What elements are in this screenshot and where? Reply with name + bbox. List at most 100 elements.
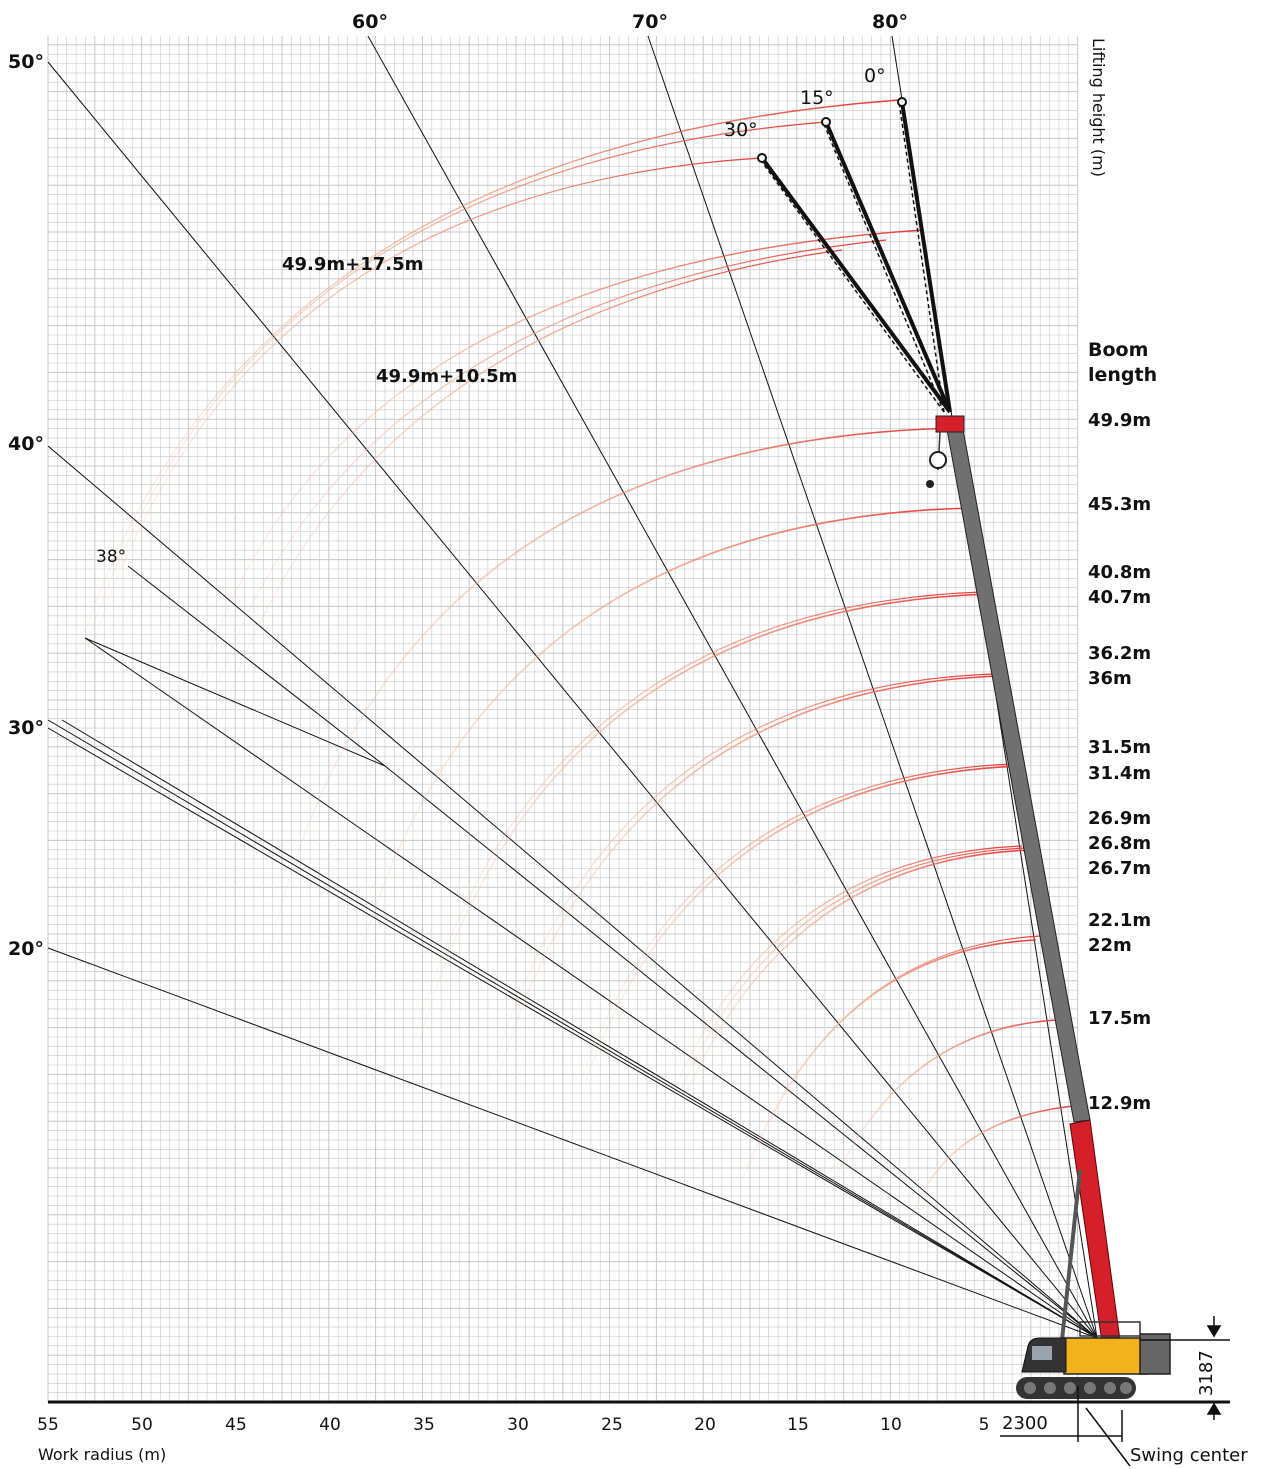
boom-length-item: 45.3m (1088, 494, 1151, 515)
swing-center-label: Swing center (1130, 1445, 1248, 1466)
angle-line (61, 719, 1098, 1339)
range-curve (679, 849, 1031, 1111)
crane-boom (757, 97, 1121, 1343)
jib-lattice (900, 101, 952, 413)
x-tick: 10 (880, 1415, 902, 1435)
range-curve (75, 121, 827, 681)
angle-line (127, 565, 386, 767)
dimension-height: 3187 (1196, 1350, 1217, 1396)
range-curve (267, 427, 959, 961)
boom-length-item: 12.9m (1088, 1093, 1151, 1114)
range-curve (907, 1105, 1075, 1229)
angle-label-70: 70° (632, 11, 668, 33)
working-range-curves (63, 99, 1075, 1229)
range-curve (419, 593, 989, 1041)
jib-offset-15: 15° (800, 87, 834, 109)
boom-length-item: 36.2m (1088, 643, 1151, 664)
angle-label-60: 60° (352, 11, 388, 33)
jib-lattice (760, 156, 952, 414)
range-curve (583, 765, 1019, 1087)
range-curve (413, 591, 983, 1043)
boom-length-legend: Boom length 49.9m 45.3m 40.8m 40.7m 36.2… (1088, 339, 1157, 1114)
jib-offset-38: 38° (96, 547, 126, 567)
angle-label-80: 80° (872, 11, 908, 33)
range-curve (741, 939, 1037, 1181)
boom-length-item: 26.7m (1088, 858, 1151, 879)
jib-lattice-chord (758, 157, 945, 413)
jib-tip (897, 97, 907, 107)
boom-length-item: 26.8m (1088, 833, 1151, 854)
range-curve (663, 845, 1023, 1115)
range-curve (63, 99, 901, 701)
angle-label-20: 20° (8, 938, 44, 960)
angle-line (84, 637, 386, 767)
range-curve (209, 249, 843, 757)
angle-label-30: 30° (8, 717, 44, 739)
angle-line (47, 445, 1098, 1339)
hook (926, 480, 934, 488)
range-curve (87, 157, 763, 661)
boom-length-item: 26.9m (1088, 808, 1151, 829)
angle-label-50: 50° (8, 51, 44, 73)
y-axis-label: Lifting height (m) (1089, 38, 1108, 177)
boom-strut (1060, 1169, 1082, 1341)
boom-length-item: 31.5m (1088, 737, 1151, 758)
angle-line (367, 35, 1098, 1339)
x-tick: 35 (413, 1415, 435, 1435)
x-tick: 5 (979, 1415, 990, 1435)
boom-length-item: 49.9m (1088, 410, 1151, 431)
x-tick: 50 (131, 1415, 153, 1435)
range-curve (497, 675, 1001, 1079)
angle-line (47, 719, 1098, 1339)
range-curve (671, 847, 1027, 1113)
jib-offset-30: 30° (724, 119, 758, 141)
range-curve (489, 673, 995, 1081)
x-tick: 15 (787, 1415, 809, 1435)
range-curve (345, 507, 973, 1011)
jib-tip (821, 117, 831, 127)
boom-length-item: 31.4m (1088, 763, 1151, 784)
angle-line (47, 727, 1098, 1339)
x-tick: 20 (694, 1415, 716, 1435)
range-curve (199, 239, 887, 741)
angle-line (47, 947, 1098, 1339)
boom-length-title: length (1088, 364, 1157, 386)
range-curve (577, 763, 1013, 1089)
jib-lattice-chord (822, 121, 945, 413)
x-tick: 45 (225, 1415, 247, 1435)
boom-length-item: 17.5m (1088, 1008, 1151, 1029)
range-curve (829, 1019, 1057, 1191)
x-tick: 40 (319, 1415, 341, 1435)
crane-body (1016, 1321, 1171, 1399)
boom-length-item: 36m (1088, 668, 1132, 689)
x-axis-label: Work radius (m) (38, 1445, 166, 1464)
boom-length-item: 22m (1088, 935, 1132, 956)
x-tick: 25 (601, 1415, 623, 1435)
x-tick-labels: 55 50 45 40 35 30 25 20 15 10 5 (37, 1415, 989, 1435)
boom-length-item: 22.1m (1088, 910, 1151, 931)
hook-block (929, 451, 947, 469)
angle-line (647, 35, 1098, 1339)
jib-offset-labels: 0° 15° 30° 38° (96, 65, 886, 567)
jib-lattice-chord (898, 101, 945, 413)
jib-offset-0: 0° (864, 65, 886, 87)
angle-label-40: 40° (8, 433, 44, 455)
angle-line (384, 765, 1098, 1339)
jib-combo-label-17-5: 49.9m+17.5m (282, 254, 423, 275)
range-curve (189, 229, 925, 721)
angle-line (47, 61, 1098, 1339)
superstructure (1063, 1337, 1149, 1375)
boom-length-title: Boom (1088, 339, 1148, 361)
jib-combo-label-10-5: 49.9m+10.5m (376, 366, 517, 387)
x-tick: 30 (507, 1415, 529, 1435)
dimension-offset: 2300 (1002, 1413, 1048, 1434)
angle-line (84, 637, 1098, 1339)
jib-lattice (824, 121, 952, 413)
range-curve (747, 935, 1041, 1171)
x-tick: 55 (37, 1415, 59, 1435)
dimension-markers (1000, 1316, 1230, 1467)
jib-tip (757, 153, 767, 163)
boom-angle-labels: 50° 60° 70° 80° 40° 30° 20° (8, 11, 908, 960)
boom-length-item: 40.8m (1088, 562, 1151, 583)
